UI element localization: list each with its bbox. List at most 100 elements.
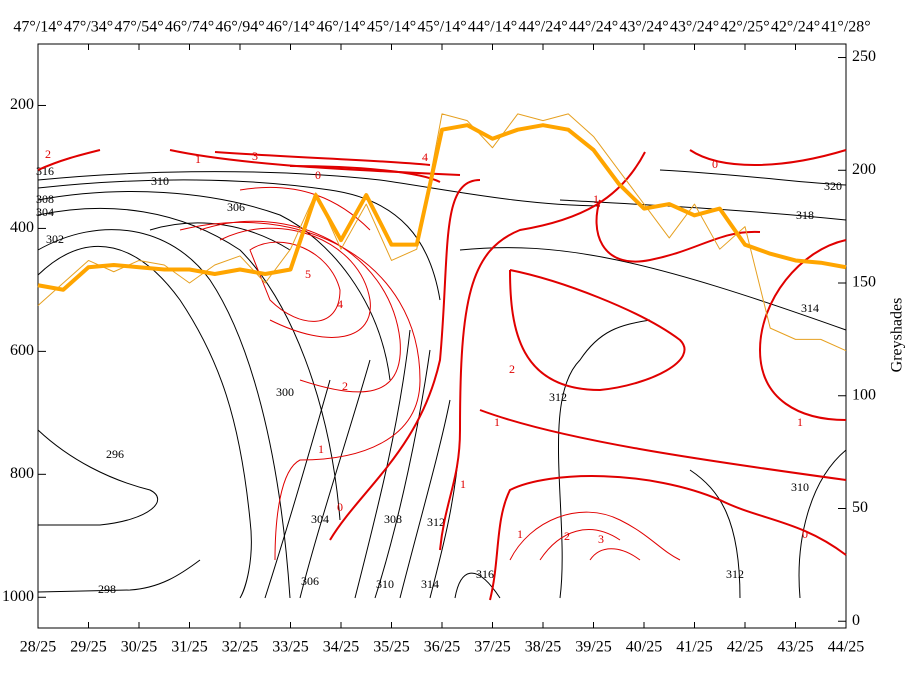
contour-label: 1	[460, 477, 466, 491]
contour-line	[659, 169, 847, 186]
contour-label: 304	[311, 512, 329, 526]
x-tick-label: 43/25	[777, 639, 813, 656]
y2-tick-label: 50	[852, 499, 868, 516]
top-tick-label: 41°/28°	[821, 19, 870, 36]
top-tick-label: 46°/94°	[215, 19, 264, 36]
top-tick-label: 44°/14°	[468, 19, 517, 36]
contour-label: 312	[549, 390, 567, 404]
top-tick-label: 47°/54°	[114, 19, 163, 36]
top-tick-label: 44°/24°	[518, 19, 567, 36]
contour-line	[249, 241, 341, 322]
contour-line	[558, 319, 651, 599]
contour-label: 306	[227, 200, 245, 214]
contour-line	[758, 239, 847, 421]
x-tick-label: 40/25	[626, 639, 662, 656]
contour-line	[37, 191, 391, 381]
y2-tick-label: 150	[852, 274, 876, 291]
contour-line	[149, 222, 291, 251]
contour-line	[37, 246, 252, 599]
x-tick-label: 35/25	[373, 639, 409, 656]
contour-label: 1	[593, 192, 599, 206]
contour-label: 296	[106, 447, 124, 461]
top-tick-label: 46°/74°	[165, 19, 214, 36]
contour-label: 312	[726, 567, 744, 581]
contour-line	[539, 529, 621, 561]
contour-label: 316	[36, 164, 54, 178]
contour-line	[689, 149, 847, 166]
y2-tick-label: 200	[852, 161, 876, 178]
contour-label: 312	[427, 515, 445, 529]
contour-line	[179, 221, 421, 561]
contour-line	[374, 349, 431, 599]
y2-axis-label: Greyshades	[889, 298, 906, 373]
contour-label: 302	[46, 232, 64, 246]
contour-line	[798, 449, 847, 599]
x-tick-label: 31/25	[171, 639, 207, 656]
top-tick-label: 43°/24°	[670, 19, 719, 36]
top-tick-label: 47°/14°	[13, 19, 62, 36]
x-tick-label: 39/25	[575, 639, 611, 656]
contour-label: 318	[796, 208, 814, 222]
greyshade-line	[37, 113, 847, 352]
contour-line	[689, 469, 741, 599]
contour-label: 1	[195, 152, 201, 166]
contour-line	[399, 399, 451, 599]
contour-label: 2	[342, 379, 348, 393]
x-tick-label: 30/25	[121, 639, 157, 656]
contour-label: 1	[517, 527, 523, 541]
top-tick-label: 47°/34°	[64, 19, 113, 36]
contour-line	[509, 511, 681, 561]
contour-label: 0	[337, 500, 343, 514]
contour-line	[37, 171, 601, 207]
contour-label: 320	[824, 179, 842, 193]
contour-line	[199, 220, 401, 393]
contour-line	[214, 151, 431, 166]
contour-label: 310	[376, 577, 394, 591]
contour-line	[264, 379, 331, 599]
greyshade-line	[37, 123, 847, 292]
y-tick-label: 400	[10, 219, 34, 236]
contour-line	[559, 199, 847, 221]
contour-line	[459, 247, 847, 331]
contour-line	[299, 359, 371, 599]
contour-line	[37, 149, 101, 171]
x-tick-label: 37/25	[474, 639, 510, 656]
contour-label: 0	[712, 157, 718, 171]
contour-label: 304	[36, 205, 54, 219]
contour-label: 1	[318, 442, 324, 456]
top-tick-label: 44°/24°	[569, 19, 618, 36]
contour-label: 300	[276, 385, 294, 399]
y-tick-label: 1000	[2, 588, 34, 605]
y-tick-label: 200	[10, 96, 34, 113]
top-tick-label: 46°/14°	[266, 19, 315, 36]
top-tick-label: 43°/24°	[619, 19, 668, 36]
x-tick-label: 32/25	[222, 639, 258, 656]
contour-line	[37, 429, 159, 526]
contour-line	[589, 548, 641, 561]
top-tick-label: 45°/14°	[417, 19, 466, 36]
y2-tick-label: 100	[852, 386, 876, 403]
contour-label: 308	[384, 512, 402, 526]
x-tick-label: 29/25	[70, 639, 106, 656]
top-tick-label: 45°/14°	[367, 19, 416, 36]
contour-label: 314	[421, 577, 439, 591]
contour-line	[439, 151, 646, 551]
contour-line	[329, 179, 481, 541]
contour-label: 316	[476, 567, 494, 581]
contour-label: 4	[337, 297, 343, 311]
contour-line	[489, 475, 847, 601]
contour-label: 1	[797, 415, 803, 429]
contour-line	[595, 199, 761, 263]
contour-label: 310	[791, 480, 809, 494]
contour-label: 298	[98, 582, 116, 596]
y2-tick-label: 0	[852, 612, 860, 629]
contour-line	[509, 269, 686, 392]
contour-label: 2	[45, 147, 51, 161]
x-tick-label: 38/25	[525, 639, 561, 656]
x-tick-label: 41/25	[676, 639, 712, 656]
contour-label: 306	[301, 574, 319, 588]
contour-label: 2	[564, 529, 570, 543]
x-tick-label: 42/25	[727, 639, 763, 656]
